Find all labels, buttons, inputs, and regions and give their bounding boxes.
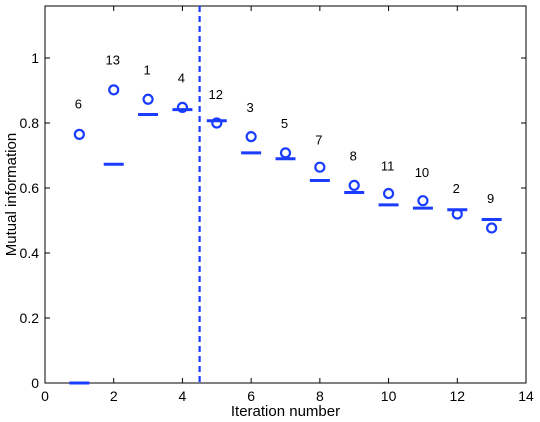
y-tick-label: 0.4: [20, 245, 40, 261]
circle-marker: [245, 131, 257, 143]
plot-frame: [44, 5, 527, 384]
circle-marker: [314, 161, 326, 173]
x-axis-label: Iteration number: [231, 403, 340, 420]
point-annotation: 7: [315, 132, 322, 147]
circle-marker: [176, 101, 189, 114]
x-tick-label: 4: [179, 388, 187, 404]
plot-border: [44, 5, 527, 384]
x-tick-label: 10: [381, 388, 397, 404]
y-tick-label: 0: [31, 375, 39, 391]
y-axis-label: Mutual information: [3, 133, 20, 256]
x-tick-label: 14: [518, 388, 534, 404]
x-tick-label: 12: [449, 388, 465, 404]
circle-marker: [348, 179, 360, 191]
point-annotation: 4: [178, 71, 185, 86]
point-annotation: 3: [247, 100, 254, 115]
circle-marker: [279, 147, 292, 159]
point-annotation: 8: [350, 149, 357, 164]
point-annotation: 12: [209, 87, 223, 102]
point-annotation: 2: [453, 181, 460, 196]
y-tick-label: 0.2: [20, 310, 40, 326]
point-annotations: 6 13 1 4 12 3 5 7 8 11 10 2 9: [75, 53, 495, 206]
data-marks: [69, 6, 502, 385]
circle-marker: [486, 222, 498, 234]
circle-marker: [73, 128, 85, 140]
point-annotation: 13: [105, 53, 119, 68]
circle-marker: [382, 187, 395, 200]
circle-marker: [108, 84, 120, 96]
x-tick-label: 2: [110, 388, 118, 404]
point-annotation: 9: [487, 191, 494, 206]
y-tick-label: 0.6: [20, 180, 40, 196]
x-tick-label: 6: [247, 388, 255, 404]
point-annotation: 1: [143, 62, 150, 77]
y-tick-label: 0.8: [20, 115, 40, 131]
y-tick-label: 1: [31, 50, 39, 66]
point-annotation: 10: [415, 165, 429, 180]
circle-marker: [142, 93, 154, 105]
circle-marker: [211, 117, 223, 129]
x-tick-label: 0: [41, 388, 49, 404]
point-annotation: 11: [381, 158, 395, 173]
point-annotation: 5: [281, 116, 288, 131]
x-tick-label: 8: [316, 388, 324, 404]
point-annotation: 6: [75, 97, 82, 112]
circle-marker: [417, 195, 429, 207]
